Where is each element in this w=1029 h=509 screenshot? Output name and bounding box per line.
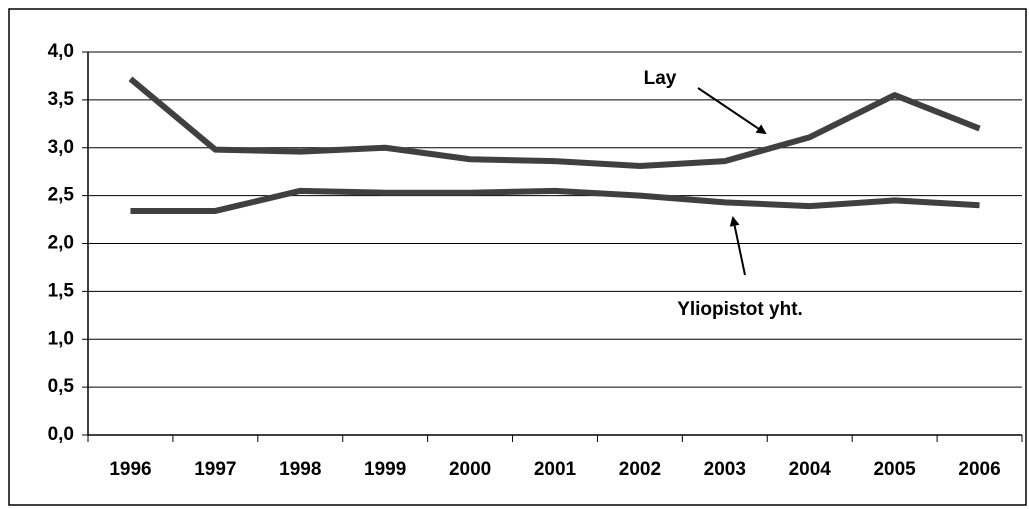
arrow [697,87,767,135]
y-tick-label: 2,0 [48,233,74,254]
line-series [128,76,981,169]
x-tick-label: 2003 [704,459,746,480]
frame [8,8,1027,506]
x-tick-label: 1998 [279,459,321,480]
annotation: Yliopistot yht. [677,299,803,320]
x-tick-label: 2006 [958,459,1000,480]
x-tick-label: 2001 [534,459,577,480]
y-tick-label: 0,0 [48,424,74,445]
arrow [729,216,746,276]
y-tick-label: 0,5 [48,376,75,397]
x-tick-label: 2005 [873,459,916,480]
line-series [130,187,980,214]
y-tick-label: 1,0 [48,328,74,349]
x-tick-label: 1996 [109,459,151,480]
y-tick-label: 3,0 [48,137,74,158]
x-tick-label: 2004 [789,459,832,480]
y-tick-label: 4,0 [48,41,74,62]
x-tick-label: 1997 [194,459,236,480]
x-tick-label: 2002 [619,459,661,480]
x-tick-label: 2000 [449,459,491,480]
y-tick-label: 3,5 [48,89,75,110]
y-tick-label: 1,5 [48,280,75,301]
x-tick-label: 1999 [364,459,406,480]
annotation: Lay [644,68,677,89]
y-tick-label: 2,5 [48,185,75,206]
